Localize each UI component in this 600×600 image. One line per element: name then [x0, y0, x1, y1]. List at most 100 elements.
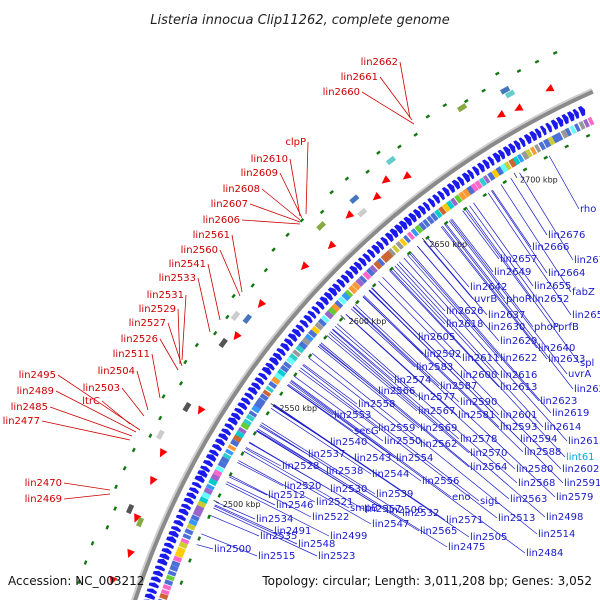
cog-color-block	[301, 336, 312, 346]
forward-gene-arrow	[466, 169, 475, 180]
label-pointer	[352, 306, 556, 498]
label-pointer	[450, 219, 534, 328]
label-pointer	[410, 251, 552, 414]
cog-color-block	[172, 555, 183, 563]
cog-color-block	[504, 161, 512, 171]
gene-label: lin2484	[526, 548, 563, 559]
cog-color-block	[199, 496, 209, 504]
forward-gene-arrow	[566, 111, 575, 122]
label-pointer	[279, 172, 303, 219]
gene-label: lin2554	[396, 453, 433, 464]
gc-marker-inner	[252, 430, 257, 436]
cog-color-block	[292, 349, 301, 358]
forward-gene-arrow	[577, 105, 586, 117]
label-pointer	[332, 328, 394, 381]
label-pointer	[361, 91, 415, 125]
gene-label: lin2498	[546, 512, 583, 523]
gc-marker-inner	[564, 144, 570, 149]
cog-color-block	[478, 177, 487, 187]
cog-color-block	[351, 281, 361, 291]
gene-label: lin2537	[308, 449, 345, 460]
gc-marker	[413, 132, 419, 137]
label-pointer	[466, 207, 580, 364]
label-pointer	[319, 343, 470, 468]
forward-gene-arrow	[446, 183, 456, 194]
cog-color-block	[259, 393, 269, 402]
cog-color-block	[373, 260, 383, 270]
gc-marker	[463, 99, 469, 104]
gene-label: lin2506	[386, 505, 423, 516]
reverse-gene-arrow	[300, 261, 310, 271]
gene-label: lin2544	[372, 469, 409, 480]
reverse-gene-arrow	[150, 475, 158, 486]
reverse-feature-box	[456, 103, 468, 113]
label-pointer	[214, 504, 274, 532]
cog-color-block	[174, 550, 185, 559]
reverse-feature-box	[126, 503, 135, 515]
gc-marker	[113, 506, 118, 511]
gene-label: lin2514	[538, 529, 575, 540]
forward-gene-arrow	[265, 362, 275, 371]
forward-gene-arrow	[191, 481, 202, 489]
forward-gene-arrow	[492, 152, 501, 163]
gc-marker	[231, 293, 236, 299]
cog-color-block	[271, 376, 281, 386]
gene-label: lin2666	[532, 242, 569, 253]
label-pointer	[256, 430, 420, 532]
gene-label: lin2607	[211, 199, 248, 210]
gene-label: lin2655	[534, 281, 571, 292]
label-pointer	[289, 381, 396, 459]
cog-color-block	[348, 285, 358, 295]
label-pointer	[151, 353, 161, 399]
cog-color-block	[245, 413, 255, 422]
gene-label: lin2469	[25, 494, 62, 505]
cog-color-block	[403, 234, 412, 244]
gc-marker	[105, 524, 110, 530]
label-pointer	[287, 385, 422, 482]
cog-color-block	[251, 404, 261, 414]
gc-marker	[83, 560, 88, 565]
cog-color-block	[178, 541, 188, 549]
gc-marker	[213, 330, 218, 336]
gene-label: lin2593	[500, 422, 537, 433]
gene-label: lin2630	[488, 322, 525, 333]
forward-gene-arrow	[237, 402, 248, 411]
label-pointer	[49, 406, 133, 437]
reverse-gene-arrow	[197, 405, 206, 415]
gc-marker-inner	[522, 167, 528, 172]
left-gene-labels: lin2662 lin2661 lin2660 clpP lin2610 lin2609 l…	[3, 57, 398, 505]
forward-gene-arrow	[218, 433, 229, 442]
forward-gene-arrow	[150, 576, 162, 583]
forward-gene-arrow	[398, 220, 408, 231]
gc-marker	[299, 218, 305, 223]
label-pointer	[289, 158, 301, 217]
cog-color-block	[254, 400, 264, 410]
forward-gene-arrow	[371, 244, 381, 255]
forward-gene-arrow	[276, 348, 286, 357]
gene-label: lin2577	[418, 392, 455, 403]
gc-marker	[442, 103, 448, 108]
label-pointer	[201, 533, 258, 557]
forward-gene-arrow	[152, 570, 164, 578]
cog-color-block	[512, 156, 521, 166]
gene-label: lin2526	[121, 334, 158, 345]
cog-color-block	[205, 483, 215, 491]
accession-text: Accession: NC_003212	[8, 574, 144, 588]
label-pointer	[441, 225, 548, 360]
reverse-gene-arrow	[381, 175, 391, 184]
forward-gene-arrow	[336, 278, 346, 288]
forward-strand-features	[143, 105, 586, 600]
label-pointer	[362, 296, 524, 453]
forward-gene-arrow	[357, 257, 367, 267]
cog-color-block	[165, 574, 175, 582]
gene-label: lin2532	[402, 508, 439, 519]
gene-label: lin2540	[330, 437, 367, 448]
label-pointer	[326, 335, 418, 412]
gene-label: lin2565	[420, 526, 457, 537]
gene-label: lin2660	[323, 87, 360, 98]
cog-color-block	[222, 452, 232, 461]
gc-marker-inner	[543, 155, 549, 160]
reverse-gene-arrow	[372, 191, 382, 201]
kbp-tick-mark	[340, 315, 346, 320]
gene-label: lin2608	[223, 184, 260, 195]
